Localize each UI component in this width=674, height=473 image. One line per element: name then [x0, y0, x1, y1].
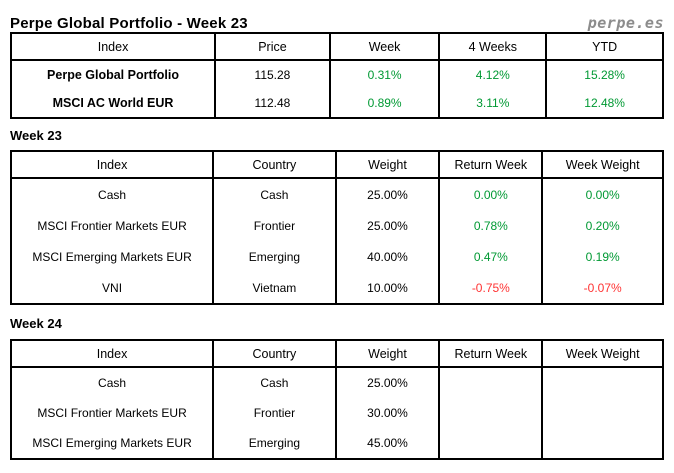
table-row: MSCI AC World EUR 112.48 0.89% 3.11% 12.…	[11, 89, 663, 118]
summary-col-ytd: YTD	[545, 33, 663, 61]
index-cell: MSCI Frontier Markets EUR	[37, 218, 187, 233]
week-weight-cell	[541, 398, 663, 428]
return-week-cell	[438, 398, 543, 428]
week-weight-cell	[541, 428, 663, 459]
4weeks-return-cell: 4.12%	[438, 60, 547, 89]
ytd-return-cell: 12.48%	[545, 89, 663, 118]
week-weight-cell: 0.19%	[541, 241, 663, 272]
index-cell: Cash	[98, 187, 127, 202]
index-cell: MSCI Emerging Markets EUR	[32, 249, 192, 264]
summary-col-week: Week	[328, 33, 440, 61]
summary-col-index: Index	[11, 33, 216, 61]
week24-col-week-weight: Week Weight	[541, 340, 663, 368]
return-week-cell	[438, 428, 543, 459]
table-row: Cash Cash 25.00%	[11, 367, 663, 398]
index-cell: MSCI Emerging Markets EUR	[32, 436, 192, 450]
week23-col-country: Country	[212, 151, 336, 179]
country-cell: Emerging	[212, 241, 336, 272]
week23-col-weight: Weight	[334, 151, 440, 179]
page-title: Perpe Global Portfolio - Week 23	[10, 15, 248, 32]
week24-table: Index Country Weight Return Week Week We…	[10, 339, 664, 460]
index-cell: MSCI AC World EUR	[52, 96, 174, 110]
weight-cell: 40.00%	[334, 241, 440, 272]
week-weight-cell: 0.00%	[541, 178, 663, 210]
week24-col-country: Country	[212, 340, 336, 368]
index-cell: Perpe Global Portfolio	[47, 68, 180, 82]
week23-col-week-weight: Week Weight	[541, 151, 663, 179]
weight-cell: 10.00%	[334, 272, 440, 304]
weight-cell: 25.00%	[334, 210, 440, 241]
price-cell: 115.28	[214, 60, 330, 89]
country-cell: Emerging	[212, 428, 336, 459]
country-cell: Frontier	[212, 398, 336, 428]
table-row: MSCI Frontier Markets EUR Frontier 25.00…	[11, 210, 663, 241]
week23-col-return-week: Return Week	[438, 151, 543, 179]
table-row: Perpe Global Portfolio 115.28 0.31% 4.12…	[11, 60, 663, 89]
table-row: MSCI Emerging Markets EUR Emerging 45.00…	[11, 428, 663, 459]
table-row: MSCI Frontier Markets EUR Frontier 30.00…	[11, 398, 663, 428]
ytd-return-cell: 15.28%	[545, 60, 663, 89]
return-week-cell: 0.00%	[438, 178, 543, 210]
return-week-cell: 0.78%	[438, 210, 543, 241]
week-return-cell: 0.31%	[328, 60, 440, 89]
country-cell: Cash	[212, 367, 336, 398]
table-row: Cash Cash 25.00% 0.00% 0.00%	[11, 178, 663, 210]
week23-heading: Week 23	[10, 128, 62, 143]
weight-cell: 30.00%	[334, 398, 440, 428]
week-return-cell: 0.89%	[328, 89, 440, 118]
report-header: Perpe Global Portfolio - Week 23 perpe.e…	[10, 6, 664, 32]
week-weight-cell: -0.07%	[541, 272, 663, 304]
country-cell: Vietnam	[212, 272, 336, 304]
week24-heading: Week 24	[10, 316, 62, 331]
price-cell: 112.48	[214, 89, 330, 118]
weight-cell: 25.00%	[334, 367, 440, 398]
week24-col-weight: Weight	[334, 340, 440, 368]
perpe-logo: perpe.es	[587, 14, 664, 32]
weight-cell: 25.00%	[334, 178, 440, 210]
index-cell: Cash	[98, 376, 127, 390]
summary-header-row: Index Price Week 4 Weeks YTD	[11, 33, 663, 61]
return-week-cell	[438, 367, 543, 398]
week-weight-cell	[541, 367, 663, 398]
table-row: MSCI Emerging Markets EUR Emerging 40.00…	[11, 241, 663, 272]
week23-table: Index Country Weight Return Week Week We…	[10, 150, 664, 305]
return-week-cell: -0.75%	[438, 272, 543, 304]
portfolio-summary-table: Index Price Week 4 Weeks YTD Perpe Globa…	[10, 32, 664, 119]
summary-col-price: Price	[214, 33, 330, 61]
weight-cell: 45.00%	[334, 428, 440, 459]
country-cell: Frontier	[212, 210, 336, 241]
table-row: VNI Vietnam 10.00% -0.75% -0.07%	[11, 272, 663, 304]
index-cell: MSCI Frontier Markets EUR	[37, 406, 187, 420]
week24-col-index: Index	[11, 340, 214, 368]
week23-header-row: Index Country Weight Return Week Week We…	[11, 151, 663, 179]
index-cell: VNI	[102, 280, 123, 295]
week23-col-index: Index	[11, 151, 214, 179]
week-weight-cell: 0.20%	[541, 210, 663, 241]
return-week-cell: 0.47%	[438, 241, 543, 272]
4weeks-return-cell: 3.11%	[438, 89, 547, 118]
country-cell: Cash	[212, 178, 336, 210]
summary-col-4weeks: 4 Weeks	[438, 33, 547, 61]
week24-header-row: Index Country Weight Return Week Week We…	[11, 340, 663, 368]
week24-col-return-week: Return Week	[438, 340, 543, 368]
